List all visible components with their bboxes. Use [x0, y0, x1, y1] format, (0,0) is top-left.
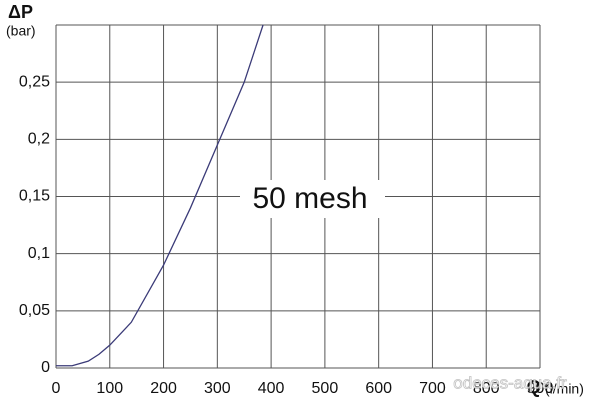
annotation-bg [240, 180, 385, 218]
x-tick-label: 400 [258, 380, 285, 397]
x-tick-label: 500 [312, 380, 339, 397]
x-tick-label: 300 [204, 380, 231, 397]
y-tick-label: 0 [41, 359, 50, 376]
x-unit: (l/min) [545, 381, 584, 397]
x-tick-label: 100 [96, 380, 123, 397]
y-label: ΔP [8, 2, 33, 22]
y-tick-label: 0,25 [19, 73, 50, 90]
curve [56, 24, 264, 367]
x-tick-label: 200 [150, 380, 177, 397]
y-tick-label: 0,2 [28, 131, 50, 148]
y-tick-label: 0,05 [19, 302, 50, 319]
x-tick-label: 600 [365, 380, 392, 397]
x-label: Q [527, 377, 541, 397]
x-tick-label: 0 [52, 380, 61, 397]
y-unit: (bar) [6, 23, 36, 39]
y-tick-label: 0,1 [28, 245, 50, 262]
x-tick-label: 700 [419, 380, 446, 397]
x-tick-label: 800 [473, 380, 500, 397]
annotation: 50 mesh [252, 182, 367, 215]
y-tick-label: 0,15 [19, 188, 50, 205]
x-tick-label: 900 [527, 380, 554, 397]
watermark: odeces-aqua.fr [453, 373, 567, 392]
